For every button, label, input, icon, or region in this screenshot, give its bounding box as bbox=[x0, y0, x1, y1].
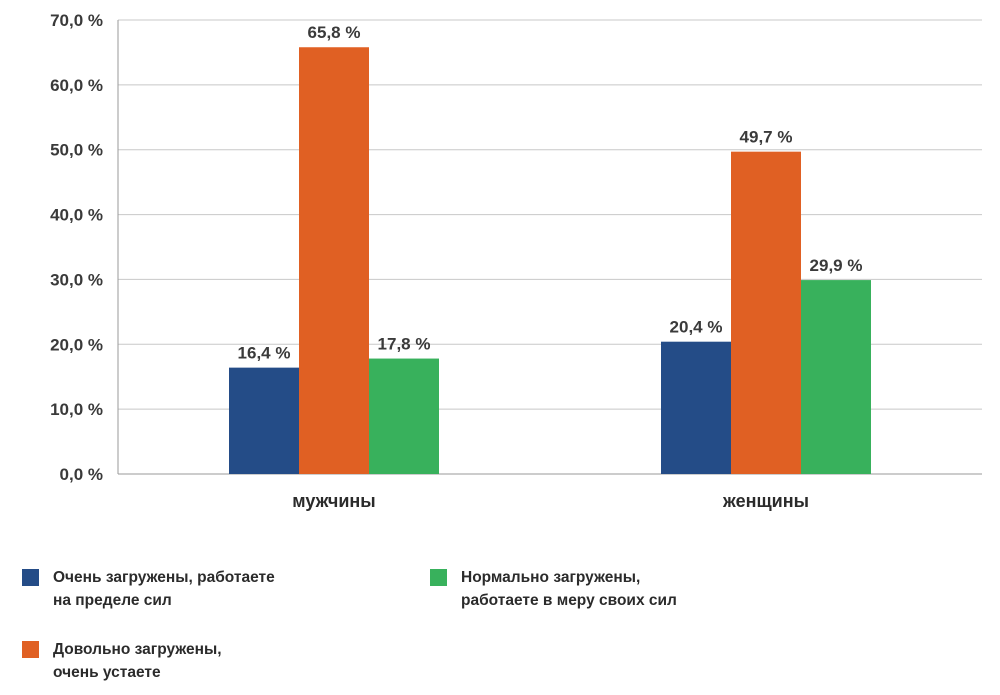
y-tick-label: 30,0 % bbox=[50, 270, 103, 289]
legend-item-tired: Довольно загружены, очень устаете bbox=[22, 638, 222, 684]
y-tick-label: 50,0 % bbox=[50, 141, 103, 160]
legend-label-line: Нормально загружены, bbox=[461, 569, 641, 586]
data-labels: 16,4 % 65,8 % 17,8 % 20,4 % 49,7 % 29,9 % bbox=[238, 23, 863, 362]
y-tick-label: 70,0 % bbox=[50, 11, 103, 30]
data-label: 29,9 % bbox=[810, 256, 863, 275]
y-tick-label: 0,0 % bbox=[60, 465, 103, 484]
bars bbox=[229, 47, 871, 475]
y-tick-label: 60,0 % bbox=[50, 76, 103, 95]
legend-swatch-blue bbox=[22, 569, 39, 586]
x-axis-category-labels: мужчины женщины bbox=[292, 491, 809, 511]
data-label: 49,7 % bbox=[740, 128, 793, 147]
legend-label-line: работаете в меру своих сил bbox=[461, 592, 677, 609]
y-tick-label: 40,0 % bbox=[50, 206, 103, 225]
legend-label-line: на пределе сил bbox=[53, 592, 172, 609]
y-tick-label: 20,0 % bbox=[50, 335, 103, 354]
legend-label-line: Довольно загружены, bbox=[53, 641, 222, 658]
data-label: 16,4 % bbox=[238, 344, 291, 363]
bar-chart: 0,0 % 10,0 % 20,0 % 30,0 % 40,0 % 50,0 % 60,0 … bbox=[50, 11, 982, 511]
y-tick-label: 10,0 % bbox=[50, 400, 103, 419]
bar bbox=[661, 341, 731, 474]
bar bbox=[229, 367, 299, 474]
legend-label-line: очень устаете bbox=[53, 664, 161, 681]
bar bbox=[801, 280, 871, 474]
data-label: 17,8 % bbox=[378, 335, 431, 354]
x-category-label: женщины bbox=[722, 491, 809, 511]
bar bbox=[731, 151, 801, 474]
y-axis-tick-labels: 0,0 % 10,0 % 20,0 % 30,0 % 40,0 % 50,0 % 60,0 … bbox=[50, 11, 103, 484]
data-label: 20,4 % bbox=[670, 318, 723, 337]
bar bbox=[369, 358, 439, 474]
legend-item-overloaded: Очень загружены, работаете на пределе си… bbox=[22, 566, 275, 612]
bar bbox=[299, 47, 369, 475]
x-category-label: мужчины bbox=[292, 491, 375, 511]
data-label: 65,8 % bbox=[308, 23, 361, 42]
legend-swatch-green bbox=[430, 569, 447, 586]
legend-item-normal: Нормально загружены, работаете в меру св… bbox=[430, 566, 677, 612]
legend-swatch-orange bbox=[22, 641, 39, 658]
legend-label-line: Очень загружены, работаете bbox=[53, 569, 275, 586]
legend: Очень загружены, работаете на пределе си… bbox=[0, 560, 1000, 695]
